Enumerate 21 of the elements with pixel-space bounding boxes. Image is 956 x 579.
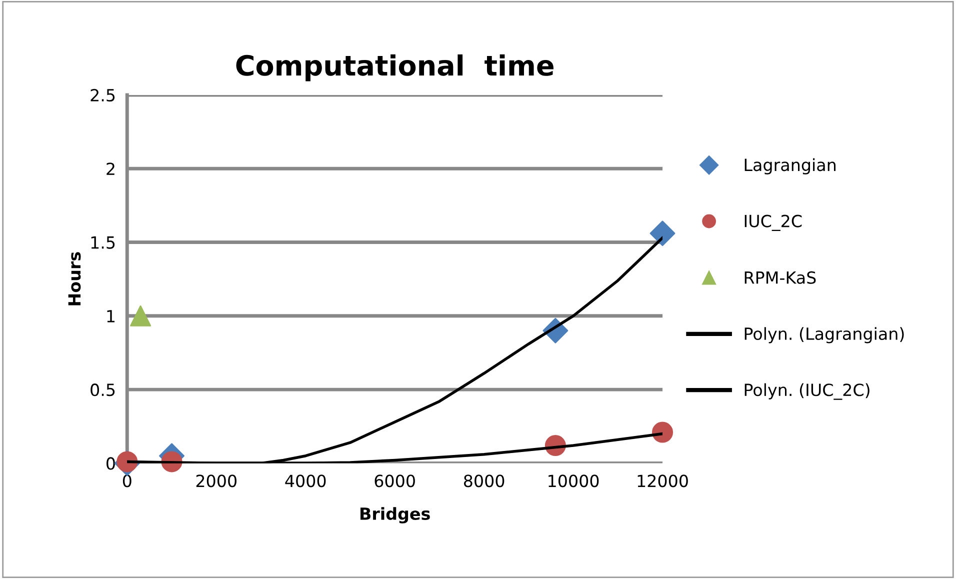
legend-label: RPM-KaS	[744, 271, 816, 284]
y-tick-label: 2.5	[90, 88, 115, 102]
y-tick-label: 2	[106, 162, 114, 175]
chart-title: Computational time	[236, 54, 554, 82]
x-axis-title: Bridges	[360, 507, 430, 524]
legend-label: Polyn. (IUC_2C)	[744, 383, 870, 400]
legend-label: IUC_2C	[744, 214, 802, 232]
legend-label: Lagrangian	[744, 158, 836, 174]
y-tick-label: 0.5	[90, 384, 115, 396]
x-tick-label: 10000	[548, 474, 599, 488]
x-tick-label: 2000	[196, 474, 236, 488]
x-tick-label: 8000	[464, 474, 504, 488]
y-tick-label: 1	[107, 310, 114, 322]
legend-label: Polyn. (Lagrangian)	[744, 327, 904, 344]
x-tick-label: 6000	[374, 474, 415, 488]
x-tick-label: 0	[122, 474, 132, 488]
y-axis-title: Hours	[68, 252, 81, 306]
x-tick-label: 12000	[638, 474, 688, 488]
y-tick-label: 0	[106, 457, 115, 470]
y-tick-label: 1.5	[91, 236, 115, 249]
x-tick-label: 4000	[285, 474, 326, 488]
